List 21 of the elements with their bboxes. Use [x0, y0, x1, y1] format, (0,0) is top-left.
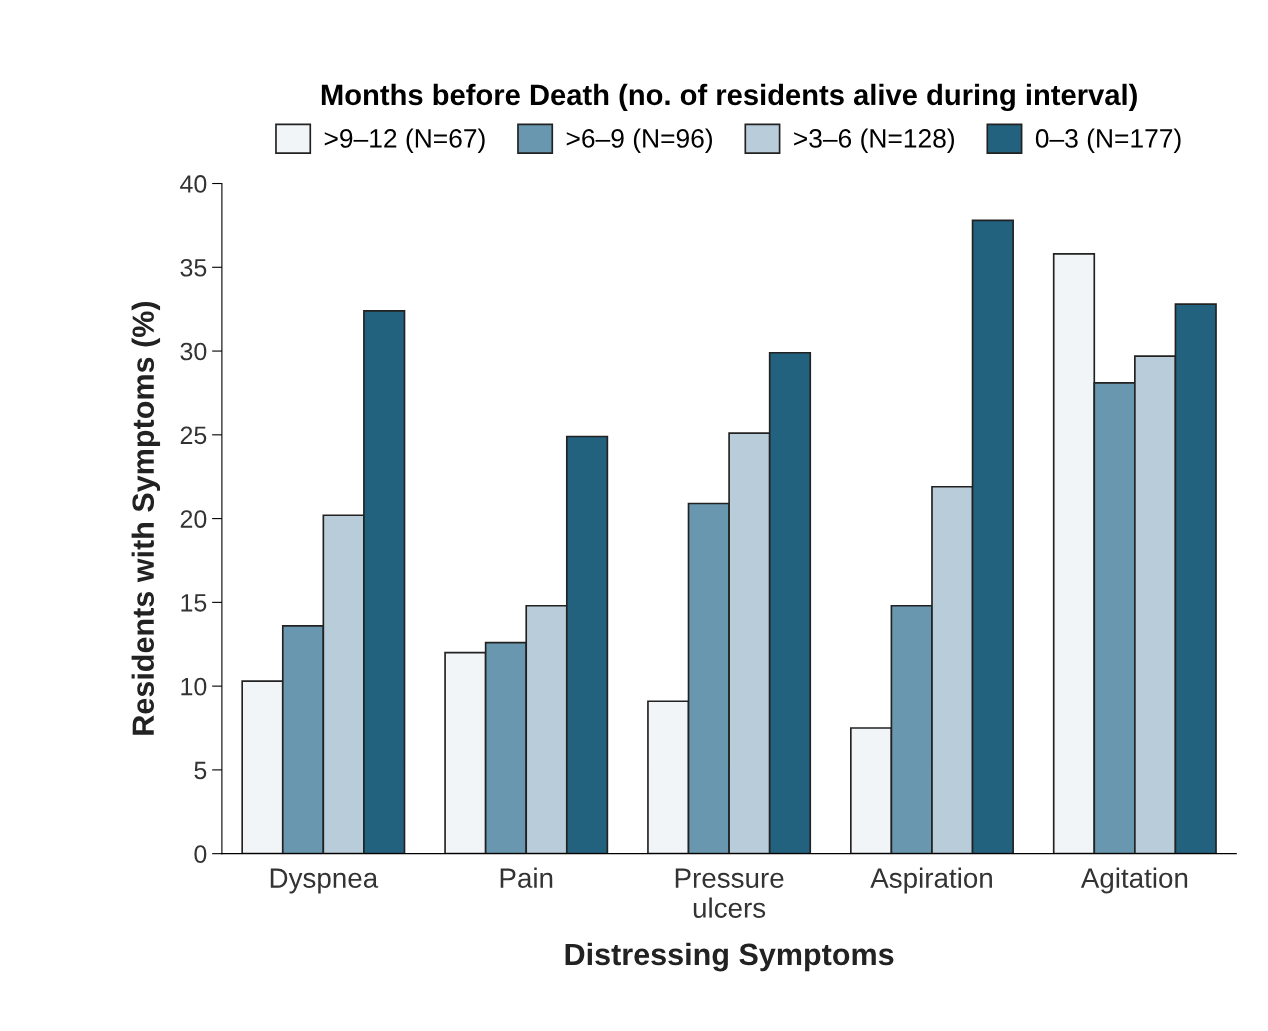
legend-title: Months before Death (no. of residents alive during interval): [321, 83, 1137, 112]
y-tick-label: 15: [181, 594, 207, 612]
x-tick-label: Pain: [500, 867, 553, 888]
y-tick-label: 5: [194, 761, 207, 780]
x-tick-label: Agitation: [1080, 867, 1188, 894]
y-tick-label: 40: [180, 175, 207, 193]
x-tick-label: Pressure ulcers: [675, 868, 784, 918]
x-tick-label: Aspiration: [870, 867, 992, 894]
y-tick-label: 30: [180, 342, 207, 361]
legend-label: >6–9 (N=96): [566, 128, 712, 153]
y-tick-label: 10: [181, 677, 207, 696]
legend-label: >9–12 (N=67): [324, 128, 485, 153]
y-axis-title: Residents with Symptoms (%): [131, 301, 161, 735]
y-tick-label: 25: [180, 426, 207, 445]
y-tick-label: 20: [180, 510, 207, 528]
legend-label: >3–6 (N=128): [794, 128, 955, 153]
x-tick-label: Dyspnea: [270, 868, 379, 894]
legend-label: 0–3 (N=177): [1035, 128, 1181, 153]
y-tick-label: 35: [180, 258, 207, 277]
y-tick-label: 0: [194, 845, 207, 863]
x-axis-title: Distressing Symptoms: [565, 942, 894, 972]
